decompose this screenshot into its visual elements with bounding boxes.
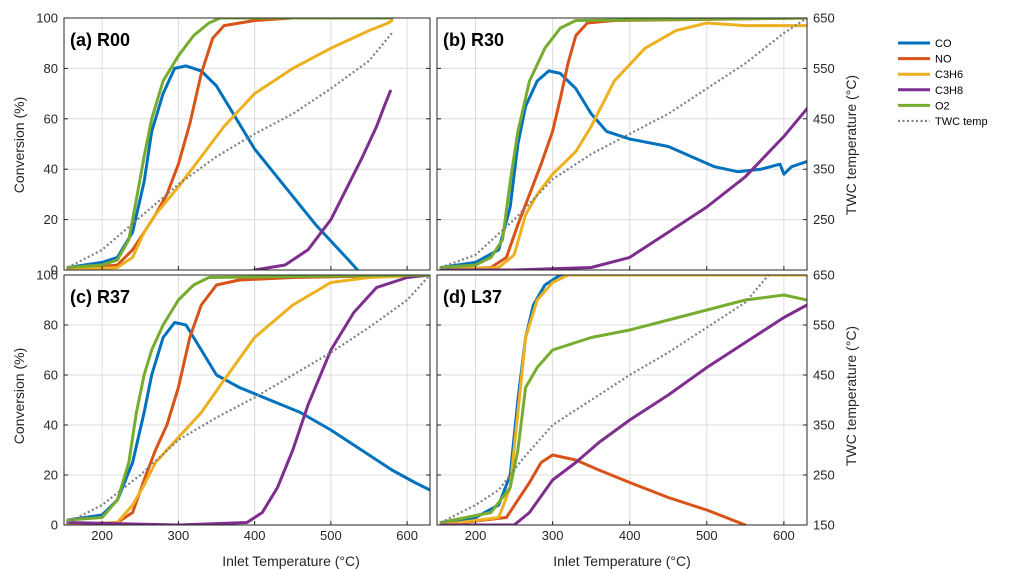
series-line-c3h6 bbox=[66, 19, 394, 270]
x-tick-label: 300 bbox=[168, 528, 190, 543]
legend-label-o2: O2 bbox=[935, 100, 950, 112]
legend-label-no: NO bbox=[935, 54, 952, 66]
y-right-tick-label: 450 bbox=[813, 111, 835, 126]
series-line-no bbox=[439, 18, 807, 270]
series-line-o2 bbox=[439, 293, 807, 524]
panel-b: 200300400500600250350450550650(b) R30 bbox=[436, 11, 835, 288]
panel-b-frame bbox=[436, 17, 808, 271]
y-right-tick-label: 650 bbox=[813, 268, 835, 283]
panel-d-title: (d) L37 bbox=[443, 287, 502, 307]
series-line-c3h8 bbox=[439, 303, 807, 525]
legend-label-twc-temp: TWC temp bbox=[935, 116, 988, 128]
series-line-c3h8 bbox=[253, 89, 392, 270]
x-tick-label: 400 bbox=[619, 528, 641, 543]
ylabel-right-top: TWC temperature (°C) bbox=[843, 75, 859, 215]
panel-a-frame bbox=[63, 17, 431, 271]
y-right-tick-label: 250 bbox=[813, 468, 835, 483]
series-line-c3h6 bbox=[439, 275, 807, 525]
legend-label-c3h6: C3H6 bbox=[935, 69, 963, 81]
y-right-tick-label: 350 bbox=[813, 162, 835, 177]
y-tick-label: 80 bbox=[44, 61, 58, 76]
x-tick-label: 300 bbox=[542, 528, 564, 543]
legend-label-co: CO bbox=[935, 38, 952, 50]
panel-a-title: (a) R00 bbox=[70, 30, 130, 50]
legend: CO NO C3H6 C3H8 O2 TWC temp bbox=[898, 38, 988, 128]
series-line-no bbox=[66, 18, 360, 270]
y-tick-label: 60 bbox=[44, 368, 58, 383]
y-tick-label: 40 bbox=[44, 162, 58, 177]
x-tick-label: 200 bbox=[465, 528, 487, 543]
ylabel-left-bottom: Conversion (%) bbox=[11, 348, 27, 444]
x-tick-label: 600 bbox=[773, 528, 795, 543]
legend-label-c3h8: C3H8 bbox=[935, 85, 963, 97]
xlabel-right: Inlet Temperature (°C) bbox=[553, 553, 691, 569]
y-tick-label: 80 bbox=[44, 318, 58, 333]
y-right-tick-label: 650 bbox=[813, 11, 835, 26]
series-line-twc-temp bbox=[67, 275, 430, 524]
series-line-no bbox=[66, 275, 430, 525]
series-line-twc-temp bbox=[440, 18, 807, 269]
ylabel-left-top: Conversion (%) bbox=[11, 97, 27, 193]
series-line-co bbox=[439, 69, 807, 269]
series-line-o2 bbox=[439, 18, 807, 269]
panel-c-title: (c) R37 bbox=[70, 287, 130, 307]
x-tick-label: 400 bbox=[244, 528, 266, 543]
y-right-tick-label: 350 bbox=[813, 418, 835, 433]
x-tick-label: 500 bbox=[320, 528, 342, 543]
panel-b-title: (b) R30 bbox=[443, 30, 504, 50]
series-line-c3h6 bbox=[439, 21, 807, 270]
series-line-no bbox=[439, 453, 747, 525]
series-line-c3h6 bbox=[66, 275, 430, 525]
panel-c-series bbox=[66, 275, 430, 525]
panel-d-plot-area bbox=[437, 275, 807, 525]
series-line-twc-temp bbox=[67, 32, 393, 269]
y-tick-label: 60 bbox=[44, 111, 58, 126]
panel-a-plot-area bbox=[64, 18, 430, 270]
y-tick-label: 100 bbox=[36, 11, 58, 26]
series-line-co bbox=[66, 321, 430, 522]
panel-c-plot-area bbox=[64, 275, 430, 525]
series-line-o2 bbox=[66, 18, 394, 269]
y-tick-label: 0 bbox=[51, 518, 58, 533]
y-right-tick-label: 550 bbox=[813, 318, 835, 333]
panel-d-series bbox=[439, 275, 807, 525]
panel-d: 200 300 400 500 600 150 250 350 450 550 650 (d) L37 bbox=[436, 268, 835, 543]
series-line-o2 bbox=[66, 275, 430, 522]
y-right-tick-label: 550 bbox=[813, 61, 835, 76]
y-tick-label: 100 bbox=[36, 268, 58, 283]
x-tick-label: 500 bbox=[696, 528, 718, 543]
panel-b-plot-area bbox=[437, 18, 807, 270]
x-tick-label: 600 bbox=[396, 528, 418, 543]
y-tick-label: 0 bbox=[51, 263, 58, 278]
y-tick-label: 20 bbox=[44, 468, 58, 483]
y-right-tick-label: 150 bbox=[813, 518, 835, 533]
y-right-tick-label: 250 bbox=[813, 212, 835, 227]
ylabel-right-bottom: TWC temperature (°C) bbox=[843, 326, 859, 466]
y-right-tick-label: 450 bbox=[813, 368, 835, 383]
y-tick-label: 20 bbox=[44, 212, 58, 227]
series-line-c3h8 bbox=[439, 107, 807, 270]
panel-c: 200 300 400 500 600 0 20 40 60 80 100 (c) R37 bbox=[36, 268, 431, 543]
y-tick-label: 40 bbox=[44, 418, 58, 433]
panel-a-series bbox=[66, 18, 394, 270]
series-line-c3h8 bbox=[66, 275, 430, 525]
panel-c-frame bbox=[63, 274, 431, 526]
x-tick-label: 200 bbox=[91, 528, 113, 543]
xlabel-left: Inlet Temperature (°C) bbox=[222, 553, 360, 569]
panel-d-frame bbox=[436, 274, 808, 526]
panel-b-series bbox=[439, 18, 807, 270]
